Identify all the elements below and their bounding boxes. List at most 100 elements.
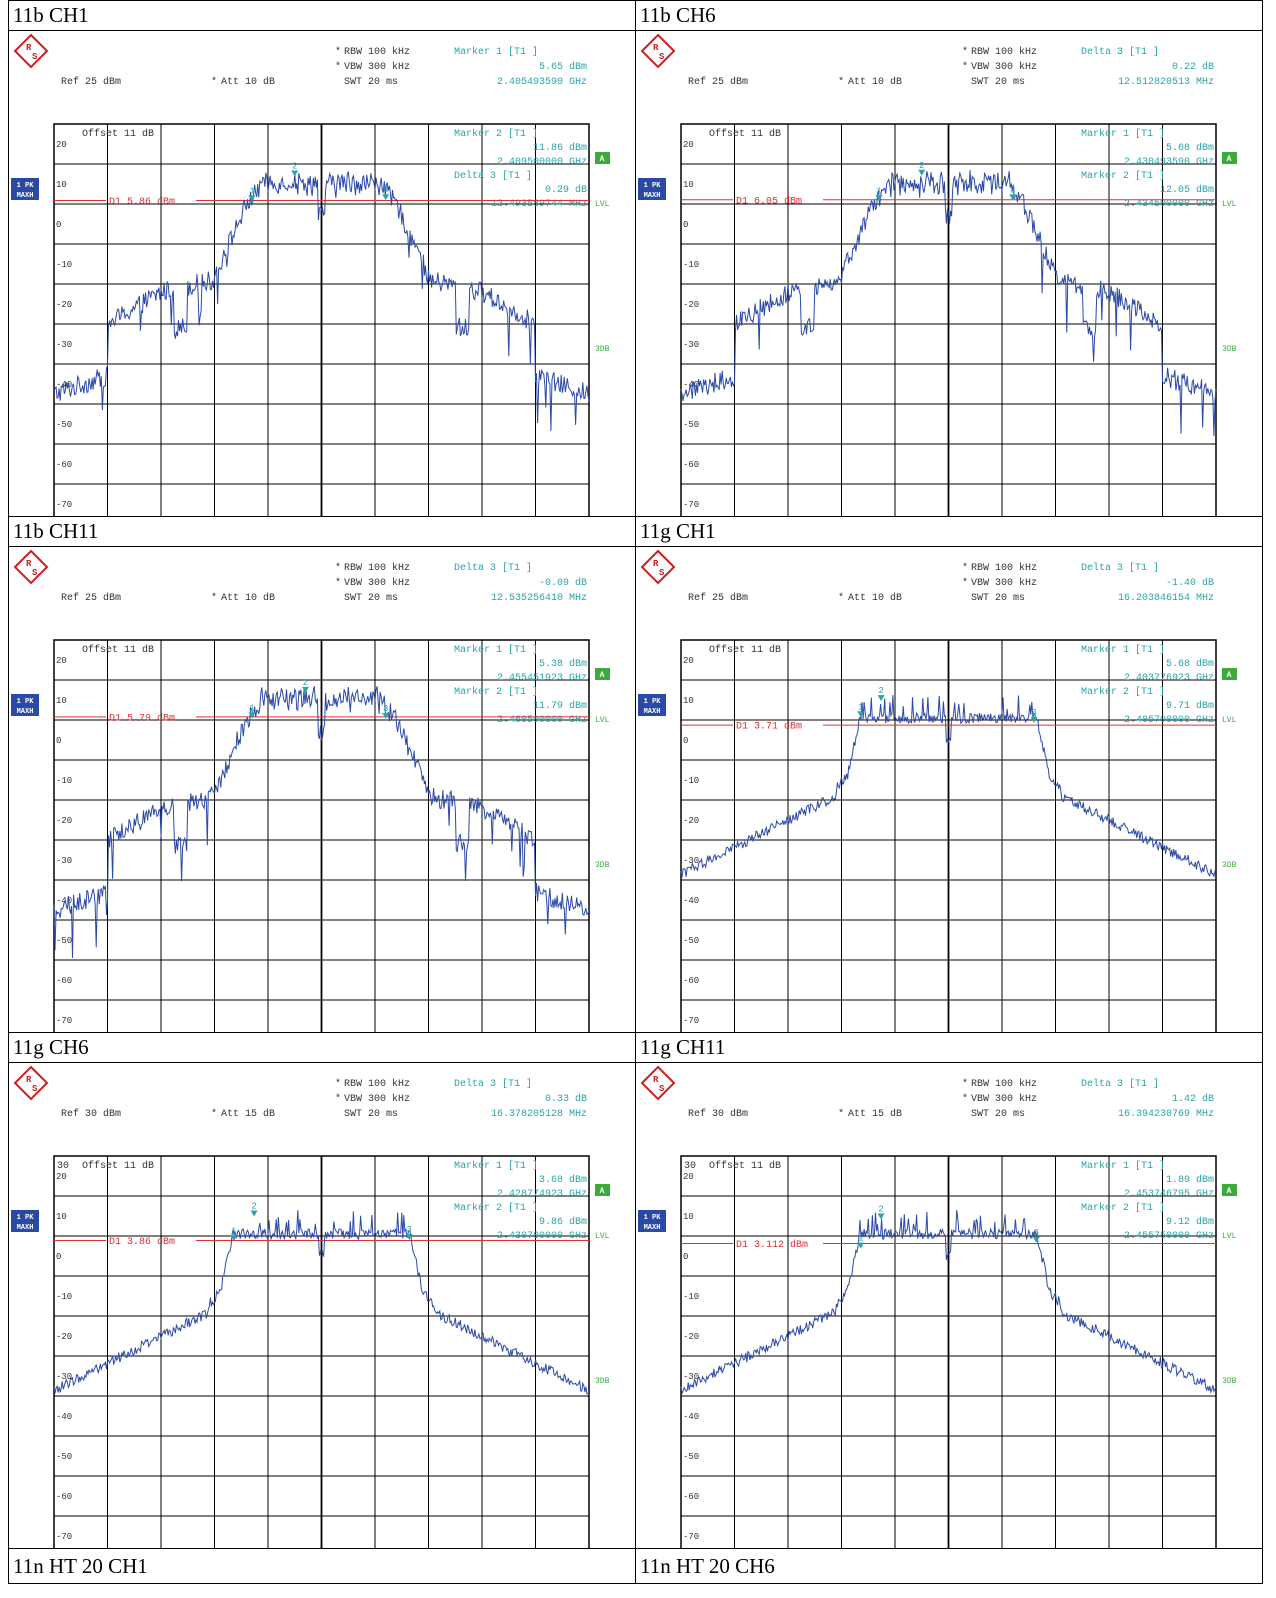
attenuation-text: Att 10 dB bbox=[848, 76, 902, 88]
attenuation-text: Att 10 dB bbox=[848, 592, 902, 604]
d1-label: D1 5.79 dBm bbox=[109, 712, 175, 724]
a-indicator-label: A bbox=[600, 155, 605, 164]
logo-letter: S bbox=[659, 568, 665, 578]
logo-letter: S bbox=[32, 1084, 38, 1094]
readout-title: Marker 1 [T1 ] bbox=[454, 46, 538, 58]
trace-mode-label: 1 PK bbox=[17, 1214, 35, 1222]
offset-text: Offset 11 dB bbox=[82, 644, 154, 656]
trace-mode-label: 1 PK bbox=[644, 698, 662, 706]
readout-level: 0.22 dB bbox=[1172, 61, 1214, 73]
y-tick-label: -20 bbox=[683, 1332, 699, 1342]
y-tick-label: -10 bbox=[683, 260, 699, 270]
threedb-indicator: 3DB bbox=[1222, 861, 1237, 870]
readout-title: Delta 3 [T1 ] bbox=[454, 562, 532, 574]
star-mark: * bbox=[962, 577, 968, 589]
y-tick-label: -20 bbox=[683, 300, 699, 310]
panel-cell: 11g CH11 R S * RBW 100 kHz * VBW 300 kHz SWT 2… bbox=[635, 1032, 1263, 1549]
marker-triangle-icon bbox=[382, 712, 390, 719]
y-tick-label: -30 bbox=[683, 856, 699, 866]
trace-mode-box bbox=[638, 1210, 666, 1232]
marker-label: 2 bbox=[878, 1205, 883, 1215]
y-tick-label: 0 bbox=[683, 1252, 688, 1262]
star-mark: * bbox=[211, 592, 217, 604]
marker-label: 3 bbox=[407, 1225, 412, 1235]
readout-frequency: 12.535256410 MHz bbox=[491, 593, 587, 604]
readout-title: Delta 3 [T1 ] bbox=[1081, 1078, 1159, 1090]
ref-level-text: Ref 25 dBm bbox=[61, 592, 121, 604]
readout-frequency: 2.409500000 GHz bbox=[497, 157, 587, 168]
trace-mode-label: 1 PK bbox=[644, 1214, 662, 1222]
vbw-text: VBW 300 kHz bbox=[344, 1093, 410, 1105]
marker-triangle-icon bbox=[291, 170, 299, 177]
a-indicator-label: A bbox=[1227, 671, 1232, 680]
readout-title: Marker 1 [T1 ] bbox=[1081, 128, 1165, 140]
star-mark: * bbox=[335, 1093, 341, 1105]
rbw-text: RBW 100 kHz bbox=[971, 46, 1037, 58]
readout-level: 9.86 dBm bbox=[539, 1216, 587, 1228]
y-tick-label: -70 bbox=[683, 1532, 699, 1542]
ref-level-text: Ref 30 dBm bbox=[688, 1108, 748, 1120]
readout-level: 0.29 dB bbox=[545, 184, 587, 196]
y-tick-label: 20 bbox=[683, 656, 694, 666]
star-mark: * bbox=[962, 1093, 968, 1105]
vbw-text: VBW 300 kHz bbox=[971, 577, 1037, 589]
offset-text: Offset 11 dB bbox=[82, 128, 154, 140]
threedb-indicator: 3DB bbox=[1222, 1377, 1237, 1386]
star-mark: * bbox=[335, 46, 341, 58]
top-level-label: 30 bbox=[684, 1161, 696, 1172]
trace-mode-badge: 1 PK MAXH bbox=[638, 1210, 666, 1232]
logo-letter: S bbox=[32, 52, 38, 62]
y-tick-label: -70 bbox=[56, 1016, 72, 1026]
rbw-text: RBW 100 kHz bbox=[344, 562, 410, 574]
star-mark: * bbox=[962, 46, 968, 58]
trace-mode-badge: 1 PK MAXH bbox=[638, 178, 666, 200]
y-tick-label: 10 bbox=[683, 1212, 694, 1222]
ref-level-text: Ref 25 dBm bbox=[688, 76, 748, 88]
offset-text: Offset 11 dB bbox=[709, 1160, 781, 1172]
y-tick-label: -30 bbox=[56, 1372, 72, 1382]
y-tick-label: 10 bbox=[683, 696, 694, 706]
logo-letter: R bbox=[653, 559, 659, 569]
spectrum-trace bbox=[53, 1210, 590, 1395]
a-indicator-label: A bbox=[600, 1187, 605, 1196]
star-mark: * bbox=[962, 1078, 968, 1090]
a-indicator-box bbox=[1222, 1184, 1237, 1196]
readout-frequency: 2.405700000 GHz bbox=[1124, 715, 1214, 726]
offset-text: Offset 11 dB bbox=[709, 128, 781, 140]
readout-level: 9.71 dBm bbox=[1166, 700, 1214, 712]
star-mark: * bbox=[335, 1078, 341, 1090]
trace-mode-box bbox=[638, 694, 666, 716]
marker-label: 3 bbox=[1010, 185, 1015, 195]
star-mark: * bbox=[335, 562, 341, 574]
offset-text: Offset 11 dB bbox=[82, 1160, 154, 1172]
trace-detector-label: MAXH bbox=[644, 192, 661, 200]
readout-frequency: 12.512820513 MHz bbox=[1118, 77, 1214, 88]
spectrum-trace bbox=[53, 686, 590, 958]
y-tick-label: -50 bbox=[683, 420, 699, 430]
threedb-indicator: 3DB bbox=[595, 861, 610, 870]
d1-label: D1 3.112 dBm bbox=[736, 1239, 808, 1251]
swt-text: SWT 20 ms bbox=[971, 1109, 1025, 1120]
star-mark: * bbox=[962, 61, 968, 73]
y-tick-label: -20 bbox=[56, 300, 72, 310]
y-tick-label: -70 bbox=[683, 500, 699, 510]
marker-triangle-icon bbox=[918, 169, 926, 176]
y-tick-label: 10 bbox=[683, 180, 694, 190]
star-mark: * bbox=[211, 76, 217, 88]
readout-level: 3.68 dBm bbox=[539, 1174, 587, 1186]
readout-level: 1.89 dBm bbox=[1166, 1174, 1214, 1186]
readout-title: Marker 2 [T1 ] bbox=[454, 1202, 538, 1214]
y-tick-label: 20 bbox=[683, 140, 694, 150]
readout-title: Marker 2 [T1 ] bbox=[1081, 686, 1165, 698]
marker-label: 1 bbox=[858, 1233, 863, 1243]
d1-label: D1 3.71 dBm bbox=[736, 721, 802, 733]
marker-label: 1 bbox=[876, 186, 881, 196]
readout-level: 11.86 dBm bbox=[533, 142, 587, 154]
logo-diamond bbox=[13, 1065, 49, 1101]
y-tick-label: -60 bbox=[56, 1492, 72, 1502]
rbw-text: RBW 100 kHz bbox=[344, 46, 410, 58]
marker-triangle-icon bbox=[382, 194, 390, 201]
